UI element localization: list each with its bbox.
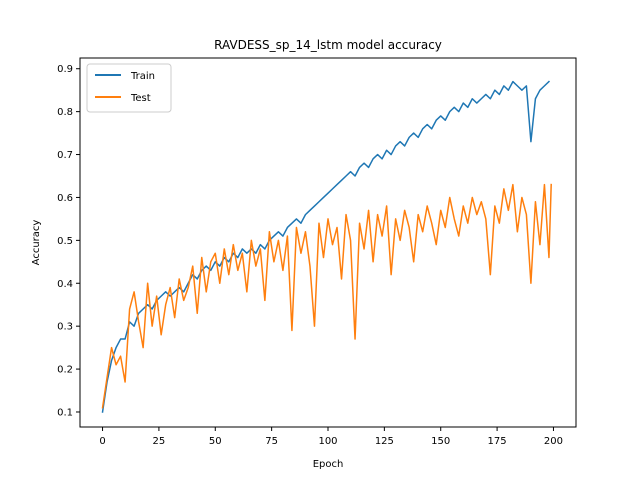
x-tick-label: 150 [431, 436, 450, 447]
y-tick-label: 0.8 [57, 107, 73, 118]
y-tick-label: 0.7 [57, 150, 73, 161]
y-tick-label: 0.3 [57, 322, 73, 333]
x-tick-label: 175 [488, 436, 507, 447]
x-tick-label: 125 [375, 436, 394, 447]
x-axis-title: Epoch [313, 459, 344, 470]
legend-frame [86, 63, 172, 113]
x-tick-label: 0 [99, 436, 105, 447]
y-tick-label: 0.4 [57, 279, 73, 290]
x-tick-label: 75 [265, 436, 278, 447]
x-tick-label: 100 [318, 436, 337, 447]
y-tick-label: 0.1 [57, 407, 73, 418]
y-tick-label: 0.5 [57, 236, 73, 247]
y-axis-ticks: 0.1 0.2 0.3 0.4 0.5 0.6 0.7 0.8 0.9 [57, 64, 80, 418]
series-line-train [101, 80, 551, 413]
x-axis-ticks: 0 25 50 75 100 125 150 175 200 [99, 427, 563, 447]
x-tick-label: 50 [209, 436, 222, 447]
legend-label-test: Test [130, 93, 151, 104]
y-tick-label: 0.2 [57, 365, 73, 376]
series-group [101, 80, 552, 413]
legend-label-train: Train [130, 71, 155, 82]
y-tick-label: 0.9 [57, 64, 73, 75]
y-tick-label: 0.6 [57, 193, 73, 204]
series-line-test [101, 183, 552, 409]
y-axis-title: Accuracy [31, 220, 42, 266]
legend: Train Test [86, 63, 172, 113]
chart-title: RAVDESS_sp_14_lstm model accuracy [214, 38, 442, 52]
x-tick-label: 200 [544, 436, 563, 447]
x-tick-label: 25 [153, 436, 166, 447]
